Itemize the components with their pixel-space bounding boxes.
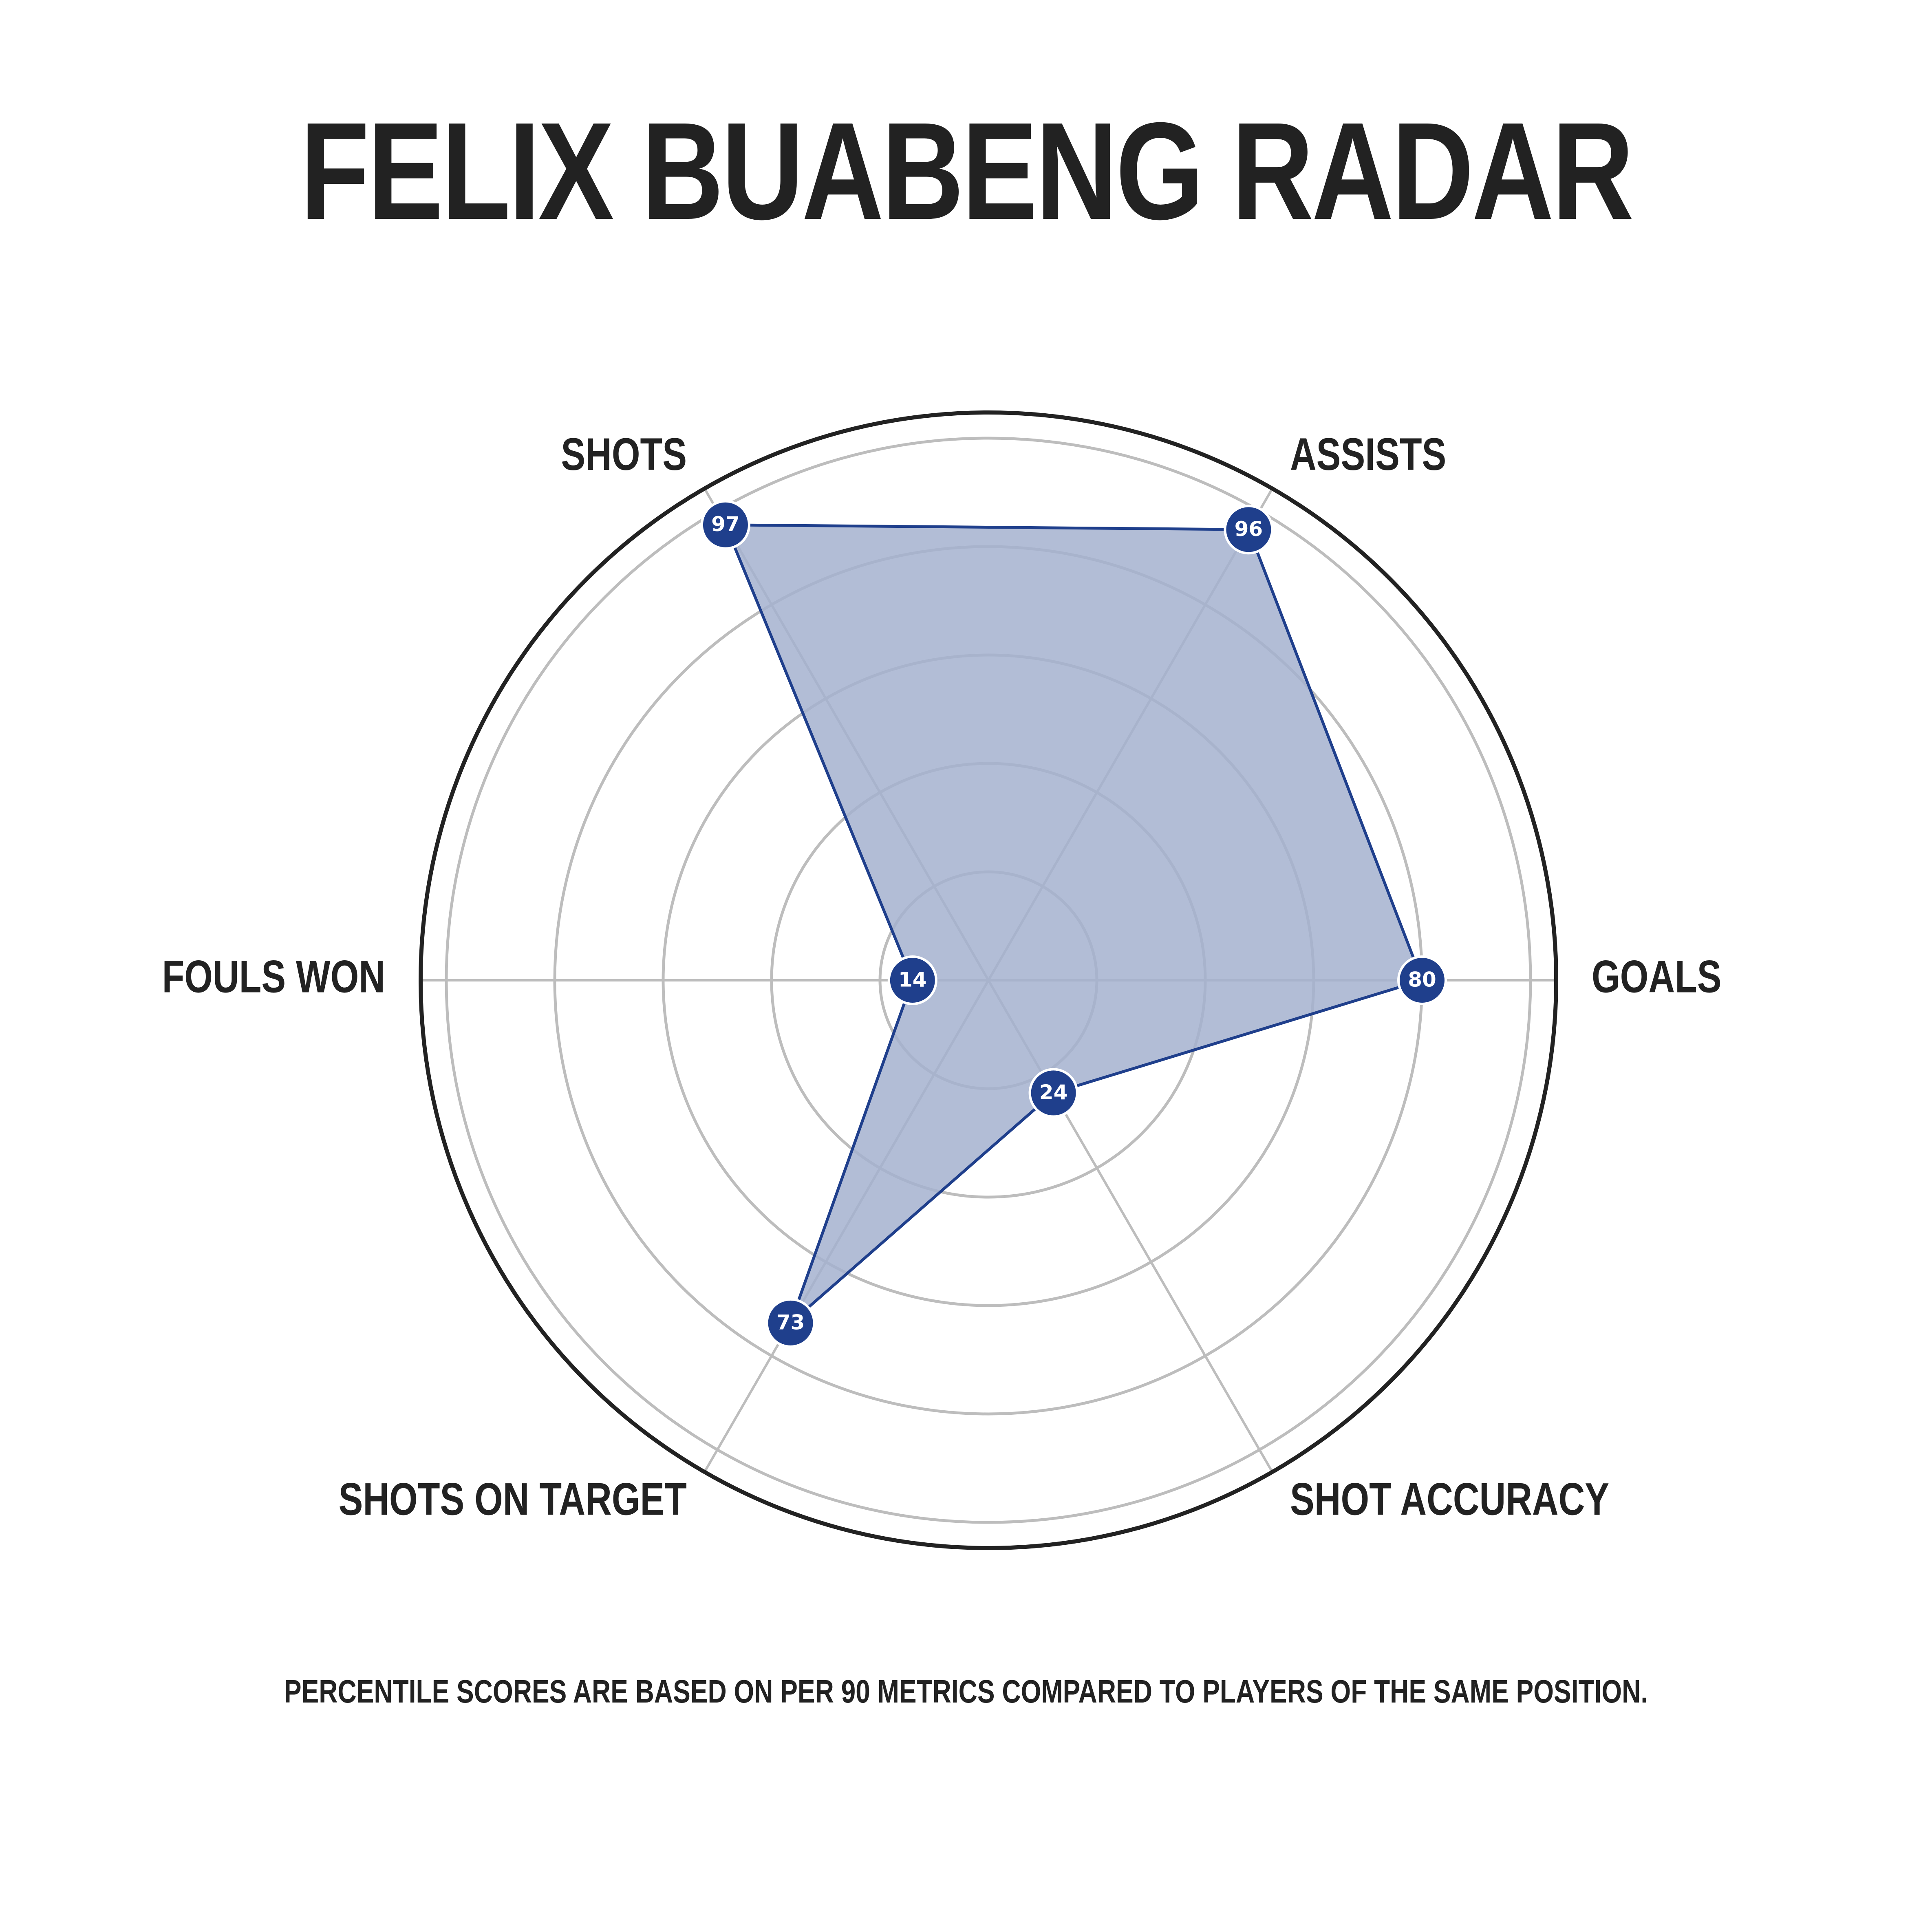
axis-labels: GOALS ASSISTS SHOTS FOULS WON SHOTS ON TARGE…	[162, 429, 1722, 1524]
axis-label-5: SHOT ACCURACY	[1290, 1474, 1609, 1525]
data-label-0: 80	[1408, 968, 1436, 992]
data-point-0	[1397, 955, 1447, 1005]
outer-ring	[419, 410, 1558, 1550]
footnote: PERCENTILE SCORES ARE BASED ON PER 90 ME…	[284, 1673, 1648, 1709]
data-point-4	[765, 1298, 816, 1348]
data-label-5: 24	[1039, 1081, 1068, 1104]
axis-label-0: GOALS	[1592, 951, 1722, 1002]
data-points-group: 80 96 97 14 73 24	[700, 500, 1447, 1348]
data-point-2	[700, 500, 750, 550]
data-label-2: 97	[711, 512, 740, 536]
axis-label-4: SHOTS ON TARGET	[339, 1474, 687, 1525]
data-label-1: 96	[1235, 517, 1263, 541]
data-area-group	[724, 523, 1424, 1325]
chart-title: FELIX BUABENG RADAR	[300, 94, 1634, 249]
data-area	[724, 523, 1424, 1325]
axis-label-2: SHOTS	[561, 429, 687, 480]
data-label-3: 14	[898, 968, 927, 992]
axis-label-3: FOULS WON	[162, 951, 385, 1002]
axis-label-1: ASSISTS	[1290, 429, 1446, 480]
data-point-1	[1224, 505, 1274, 555]
outer-ring-group	[419, 410, 1558, 1550]
data-point-3	[887, 955, 937, 1005]
data-point-5	[1028, 1068, 1078, 1118]
data-label-4: 73	[776, 1310, 805, 1334]
